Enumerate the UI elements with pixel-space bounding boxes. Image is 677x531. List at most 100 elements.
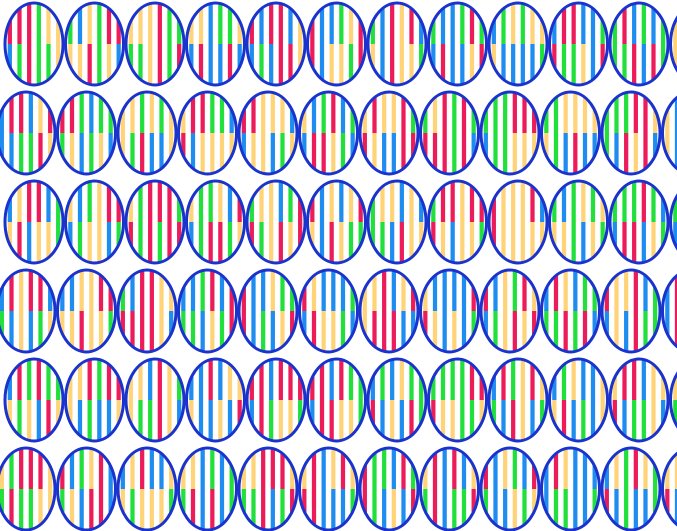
stripe-segment [632, 222, 637, 263]
stripe-segment [582, 92, 588, 133]
stripe-segment [380, 222, 385, 263]
pattern-cell [669, 181, 677, 263]
stripe-segment [321, 489, 326, 530]
stripe-segment [432, 133, 438, 174]
stripe-segment [79, 489, 84, 530]
ellipse-outline [124, 179, 186, 265]
stripe-segment [641, 3, 646, 44]
ellipse-outline [608, 1, 670, 87]
stripe-segment [331, 448, 336, 489]
stripe-segment [106, 400, 112, 441]
stripe-segment [522, 92, 527, 133]
stripe-segment [512, 133, 517, 174]
stripe-segment [288, 400, 293, 441]
ellipse-outline [669, 193, 677, 251]
stripe-segment [581, 181, 586, 222]
stripe-segment [278, 400, 283, 441]
stripe-segment [17, 359, 22, 400]
ellipse-outline [237, 446, 299, 531]
stripe-segment [157, 3, 162, 44]
stripe-segment [9, 448, 14, 489]
stripe-segment [432, 311, 438, 352]
stripe-segment [331, 92, 336, 133]
stripe-segment [219, 448, 225, 489]
pattern-cell [185, 357, 246, 443]
stripe-segment [442, 489, 447, 530]
stripe-segment [98, 92, 104, 133]
stripe-segment [561, 181, 567, 222]
stripe-segment [633, 311, 638, 352]
stripe-segment [561, 222, 567, 263]
stripe-segment [553, 92, 559, 133]
stripe-segment [251, 311, 256, 352]
stripe-segment [27, 222, 32, 263]
stripe-segment [401, 92, 406, 133]
stripe-segment [390, 400, 395, 441]
stripe-segment [520, 3, 525, 44]
stripe-segment [148, 3, 153, 44]
stripe-segment [190, 133, 196, 174]
stripe-segment [69, 92, 75, 133]
ellipse-outline [298, 446, 359, 531]
pattern-cell [661, 270, 677, 352]
ellipse-outline [3, 357, 65, 443]
ellipse-outline [487, 1, 549, 87]
stripe-segment [520, 44, 525, 85]
stripe-segment [167, 400, 172, 441]
ellipse-outline [56, 90, 117, 176]
stripe-segment [530, 222, 535, 263]
stripe-segment [493, 133, 498, 174]
stripe-segment [348, 400, 354, 441]
stripe-segment [633, 448, 638, 489]
stripe-segment [450, 400, 455, 441]
stripe-segment [270, 448, 275, 489]
stripe-segment [190, 270, 196, 311]
stripe-segment [651, 44, 656, 85]
pattern-cell [3, 179, 65, 265]
ellipse-outline [0, 446, 57, 531]
stripe-segment [501, 3, 506, 44]
ellipse-outline [487, 179, 549, 265]
stripe-segment [442, 448, 447, 489]
stripe-segment [98, 133, 104, 174]
pattern-cell [358, 446, 420, 531]
pattern-cell [124, 179, 186, 265]
stripe-segment [219, 92, 225, 133]
ellipse-outline [366, 1, 428, 87]
stripe-segment [19, 448, 24, 489]
stripe-segment [651, 400, 656, 441]
ellipse-outline [661, 95, 677, 171]
pattern-cell [487, 1, 549, 87]
ellipse-outline [0, 90, 57, 176]
stripe-segment [622, 181, 627, 222]
stripe-segment [198, 181, 204, 222]
stripe-segment [198, 222, 204, 263]
stripe-segment [97, 400, 102, 441]
stripe-segment [200, 489, 205, 530]
pattern-cell [600, 90, 662, 176]
stripe-segment [167, 3, 172, 44]
ellipse-outline [661, 451, 677, 527]
stripe-segment [581, 3, 586, 44]
stripe-segment [278, 222, 283, 263]
stripe-segment [571, 359, 576, 400]
stripe-segment [493, 311, 498, 352]
stripe-segment [106, 222, 112, 263]
pattern-cell [479, 446, 541, 531]
stripe-segment [641, 44, 646, 85]
stripe-segment [288, 44, 293, 85]
pattern-cell [427, 179, 488, 265]
stripe-segment [280, 92, 285, 133]
stripe-segment [340, 270, 346, 311]
stripe-segment [79, 448, 84, 489]
stripe-segment [452, 489, 457, 530]
ellipse-outline [3, 1, 65, 87]
ellipse-outline [600, 446, 662, 531]
stripe-segment [651, 222, 656, 263]
stripe-segment [622, 359, 627, 400]
stripe-segment [624, 270, 629, 311]
stripe-segment [452, 270, 457, 311]
stripe-segment [98, 311, 104, 352]
stripe-segment [571, 44, 576, 85]
